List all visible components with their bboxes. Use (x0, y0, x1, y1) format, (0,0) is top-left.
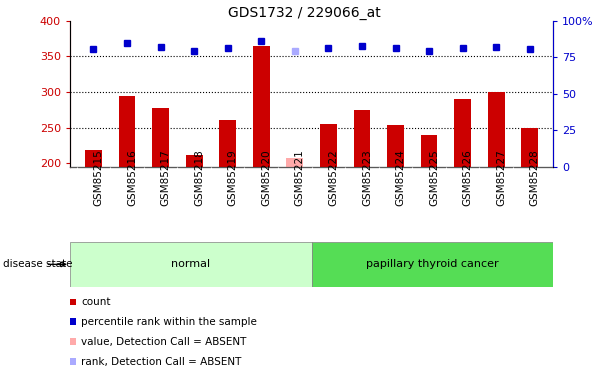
Text: value, Detection Call = ABSENT: value, Detection Call = ABSENT (81, 337, 247, 346)
Text: rank, Detection Call = ABSENT: rank, Detection Call = ABSENT (81, 357, 242, 366)
Bar (454, 99, 471, 167)
Text: GSM85218: GSM85218 (194, 150, 204, 207)
Text: GSM85215: GSM85215 (94, 150, 103, 207)
Text: GSM85226: GSM85226 (463, 150, 472, 207)
Bar (85, 150, 102, 167)
Bar (320, 124, 337, 167)
Bar (522, 128, 538, 167)
Bar (152, 108, 169, 167)
Text: disease state: disease state (3, 260, 72, 269)
Text: GDS1732 / 229066_at: GDS1732 / 229066_at (227, 6, 381, 20)
Bar (387, 126, 404, 167)
Bar (286, 158, 303, 167)
Bar (421, 135, 438, 167)
Text: percentile rank within the sample: percentile rank within the sample (81, 317, 257, 327)
Bar (354, 110, 370, 167)
Text: GSM85220: GSM85220 (261, 150, 271, 206)
Text: GSM85219: GSM85219 (227, 150, 238, 207)
Text: normal: normal (171, 260, 210, 269)
Text: GSM85227: GSM85227 (496, 150, 506, 207)
Text: GSM85217: GSM85217 (161, 150, 171, 207)
Text: GSM85221: GSM85221 (295, 150, 305, 207)
Text: GSM85225: GSM85225 (429, 150, 439, 207)
Bar (219, 120, 236, 167)
Text: GSM85224: GSM85224 (396, 150, 406, 207)
Bar (70, 242, 311, 287)
Text: GSM85228: GSM85228 (530, 150, 540, 207)
Bar (119, 96, 136, 167)
Text: GSM85223: GSM85223 (362, 150, 372, 207)
Bar (185, 155, 202, 167)
Text: GSM85222: GSM85222 (328, 150, 339, 207)
Text: count: count (81, 297, 111, 307)
Bar (488, 92, 505, 167)
Bar (311, 242, 553, 287)
Text: GSM85216: GSM85216 (127, 150, 137, 207)
Bar (253, 46, 269, 167)
Text: papillary thyroid cancer: papillary thyroid cancer (366, 260, 499, 269)
